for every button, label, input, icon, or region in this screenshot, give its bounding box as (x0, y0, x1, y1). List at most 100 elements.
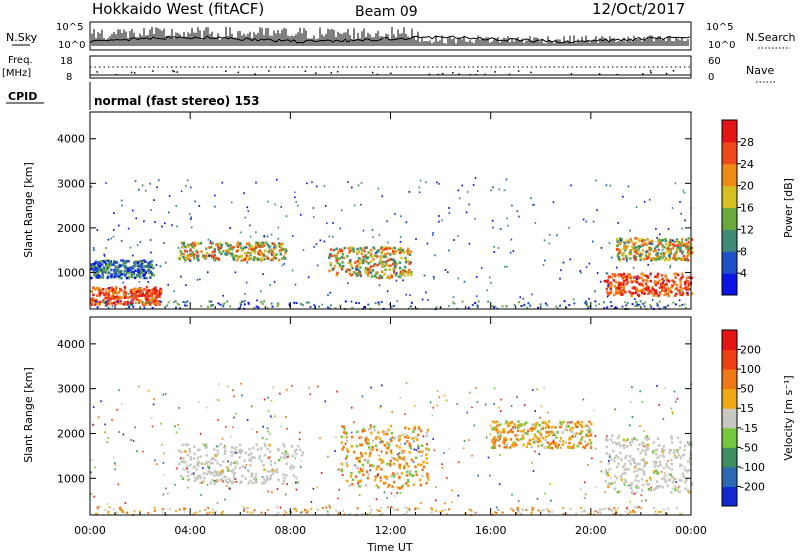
echo-cell (612, 513, 615, 516)
echo-cell (195, 468, 198, 471)
echo-cell (396, 458, 399, 462)
echo-cell (679, 463, 682, 467)
echo-cell (192, 246, 196, 249)
echo-cell (178, 449, 181, 453)
echo-cell (505, 305, 508, 308)
echo-cell (637, 276, 641, 280)
echo-cell (568, 304, 571, 307)
echo-cell (623, 446, 626, 449)
echo-cell (361, 395, 364, 398)
echo-cell (384, 253, 387, 256)
echo-cell (145, 298, 148, 301)
echo-cell (334, 450, 336, 452)
echo-cell (654, 487, 657, 490)
echo-cell (341, 261, 344, 264)
echo-cell (392, 506, 394, 509)
echo-cell (661, 448, 664, 451)
echo-cell (233, 461, 236, 465)
echo-cell (660, 252, 663, 255)
echo-cell (616, 490, 619, 494)
echo-cell (344, 457, 348, 460)
echo-cell (248, 243, 251, 247)
echo-cell (183, 510, 186, 513)
echo-cell (381, 512, 384, 515)
echo-cell (381, 440, 384, 444)
echo-cell (672, 449, 676, 452)
echo-cell (493, 306, 495, 309)
echo-cell (374, 444, 378, 448)
echo-cell (612, 293, 616, 297)
echo-cell (678, 304, 681, 307)
echo-cell (407, 273, 410, 277)
colorbar-segment (722, 330, 737, 351)
echo-cell (396, 508, 399, 511)
echo-cell (299, 431, 301, 434)
echo-cell (293, 508, 296, 511)
echo-cell (516, 429, 520, 433)
echo-cell (295, 448, 298, 452)
echo-cell (389, 464, 392, 467)
echo-cell (229, 244, 232, 247)
x-tick-label: 00:00 (74, 524, 106, 537)
echo-cell (659, 233, 661, 236)
echo-cell (283, 509, 286, 512)
echo-cell (160, 290, 163, 293)
echo-cell (340, 469, 344, 473)
echo-cell (187, 254, 190, 257)
echo-cell (91, 265, 94, 268)
echo-cell (667, 466, 671, 470)
echo-cell (620, 238, 623, 241)
echo-cell (129, 246, 132, 249)
echo-cell (587, 425, 591, 429)
echo-cell (524, 421, 528, 424)
echo-cell (516, 434, 519, 437)
echo-cell (98, 300, 101, 304)
echo-cell (95, 512, 98, 515)
y-tick-label: 2000 (57, 427, 85, 440)
echo-cell (685, 247, 689, 250)
echo-cell (260, 290, 262, 293)
echo-cell (684, 307, 687, 309)
echo-cell (283, 256, 285, 259)
echo-cell (263, 442, 266, 446)
echo-cell (392, 269, 396, 273)
echo-cell (380, 468, 383, 471)
echo-cell (393, 474, 396, 478)
echo-cell (198, 205, 201, 207)
echo-cell (305, 301, 308, 304)
echo-cell (608, 291, 612, 295)
echo-cell (375, 252, 377, 254)
echo-cell (282, 473, 285, 476)
echo-cell (683, 191, 686, 194)
echo-cell (685, 279, 688, 282)
echo-cell (150, 417, 153, 419)
echo-cell (258, 454, 262, 458)
echo-cell (143, 265, 146, 269)
echo-cell (169, 507, 172, 510)
echo-cell (234, 478, 237, 480)
echo-cell (658, 454, 661, 458)
echo-cell (224, 252, 227, 256)
echo-cell (674, 477, 677, 480)
echo-cell (648, 476, 652, 480)
echo-cell (107, 265, 111, 269)
echo-cell (657, 294, 661, 297)
echo-cell (662, 418, 665, 420)
echo-cell (531, 423, 534, 426)
echo-cell (673, 390, 676, 393)
echo-cell (283, 255, 286, 258)
echo-cell (559, 304, 561, 307)
echo-cell (635, 280, 639, 284)
colorbar-tick-label: 16 (740, 202, 754, 215)
echo-cell (687, 443, 691, 446)
echo-cell (520, 423, 523, 426)
echo-cell (189, 455, 192, 459)
echo-cell (629, 252, 632, 256)
echo-cell (486, 289, 488, 292)
echo-cell (404, 260, 408, 264)
echo-cell (326, 306, 329, 309)
echo-cell (433, 275, 435, 278)
echo-cell (416, 438, 419, 441)
echo-cell (106, 441, 109, 444)
echo-cell (320, 472, 323, 474)
